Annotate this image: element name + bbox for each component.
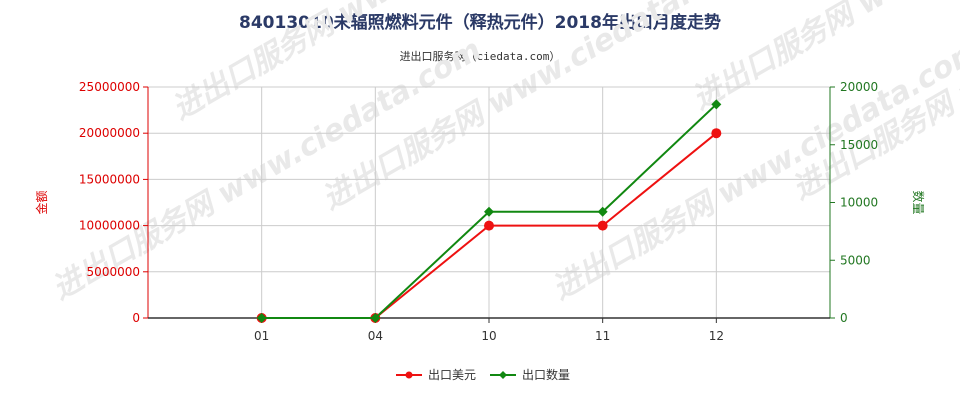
data-point-diamond	[484, 206, 494, 217]
x-tick-label: 10	[481, 329, 496, 343]
data-point-circle	[711, 128, 722, 139]
series-layer	[256, 99, 722, 323]
data-point-diamond	[256, 313, 267, 323]
chart-title: 84013010未辐照燃料元件（释热元件）2018年出口月度走势	[239, 13, 721, 33]
legend-marker	[405, 371, 413, 379]
x-tick-label: 04	[368, 329, 383, 343]
right-tick-label: 10000	[840, 196, 878, 210]
left-tick-label: 15000000	[79, 172, 140, 186]
left-tick-label: 25000000	[79, 80, 140, 94]
right-axis-label: 数量	[911, 190, 926, 214]
data-point-diamond	[711, 99, 722, 110]
left-tick-label: 5000000	[87, 265, 140, 279]
left-axis-label: 金额	[34, 190, 49, 214]
left-tick-label: 10000000	[79, 219, 140, 233]
right-tick-label: 5000	[840, 253, 871, 267]
left-tick-label: 20000000	[79, 126, 140, 140]
x-tick-label: 12	[709, 329, 724, 343]
legend-label: 出口美元	[428, 368, 476, 382]
left-tick-label: 0	[132, 311, 140, 325]
x-tick-label: 01	[254, 329, 269, 343]
legend[interactable]: 出口美元 出口数量	[396, 367, 570, 382]
chart-subtitle: 进出口服务网（ciedata.com）	[399, 50, 561, 63]
data-point-diamond	[597, 206, 608, 217]
data-point-circle	[597, 220, 608, 231]
right-tick-label: 15000	[840, 138, 878, 152]
axes: 0 5000000 10000000 15000000 20000000 25000000…	[34, 80, 926, 343]
legend-label: 出口数量	[522, 367, 570, 382]
legend-marker	[499, 371, 507, 379]
data-point-diamond	[370, 313, 381, 323]
x-tick-label: 11	[595, 329, 610, 343]
right-tick-label: 20000	[840, 80, 878, 94]
data-point-circle	[484, 220, 494, 231]
right-tick-label: 0	[840, 311, 848, 325]
